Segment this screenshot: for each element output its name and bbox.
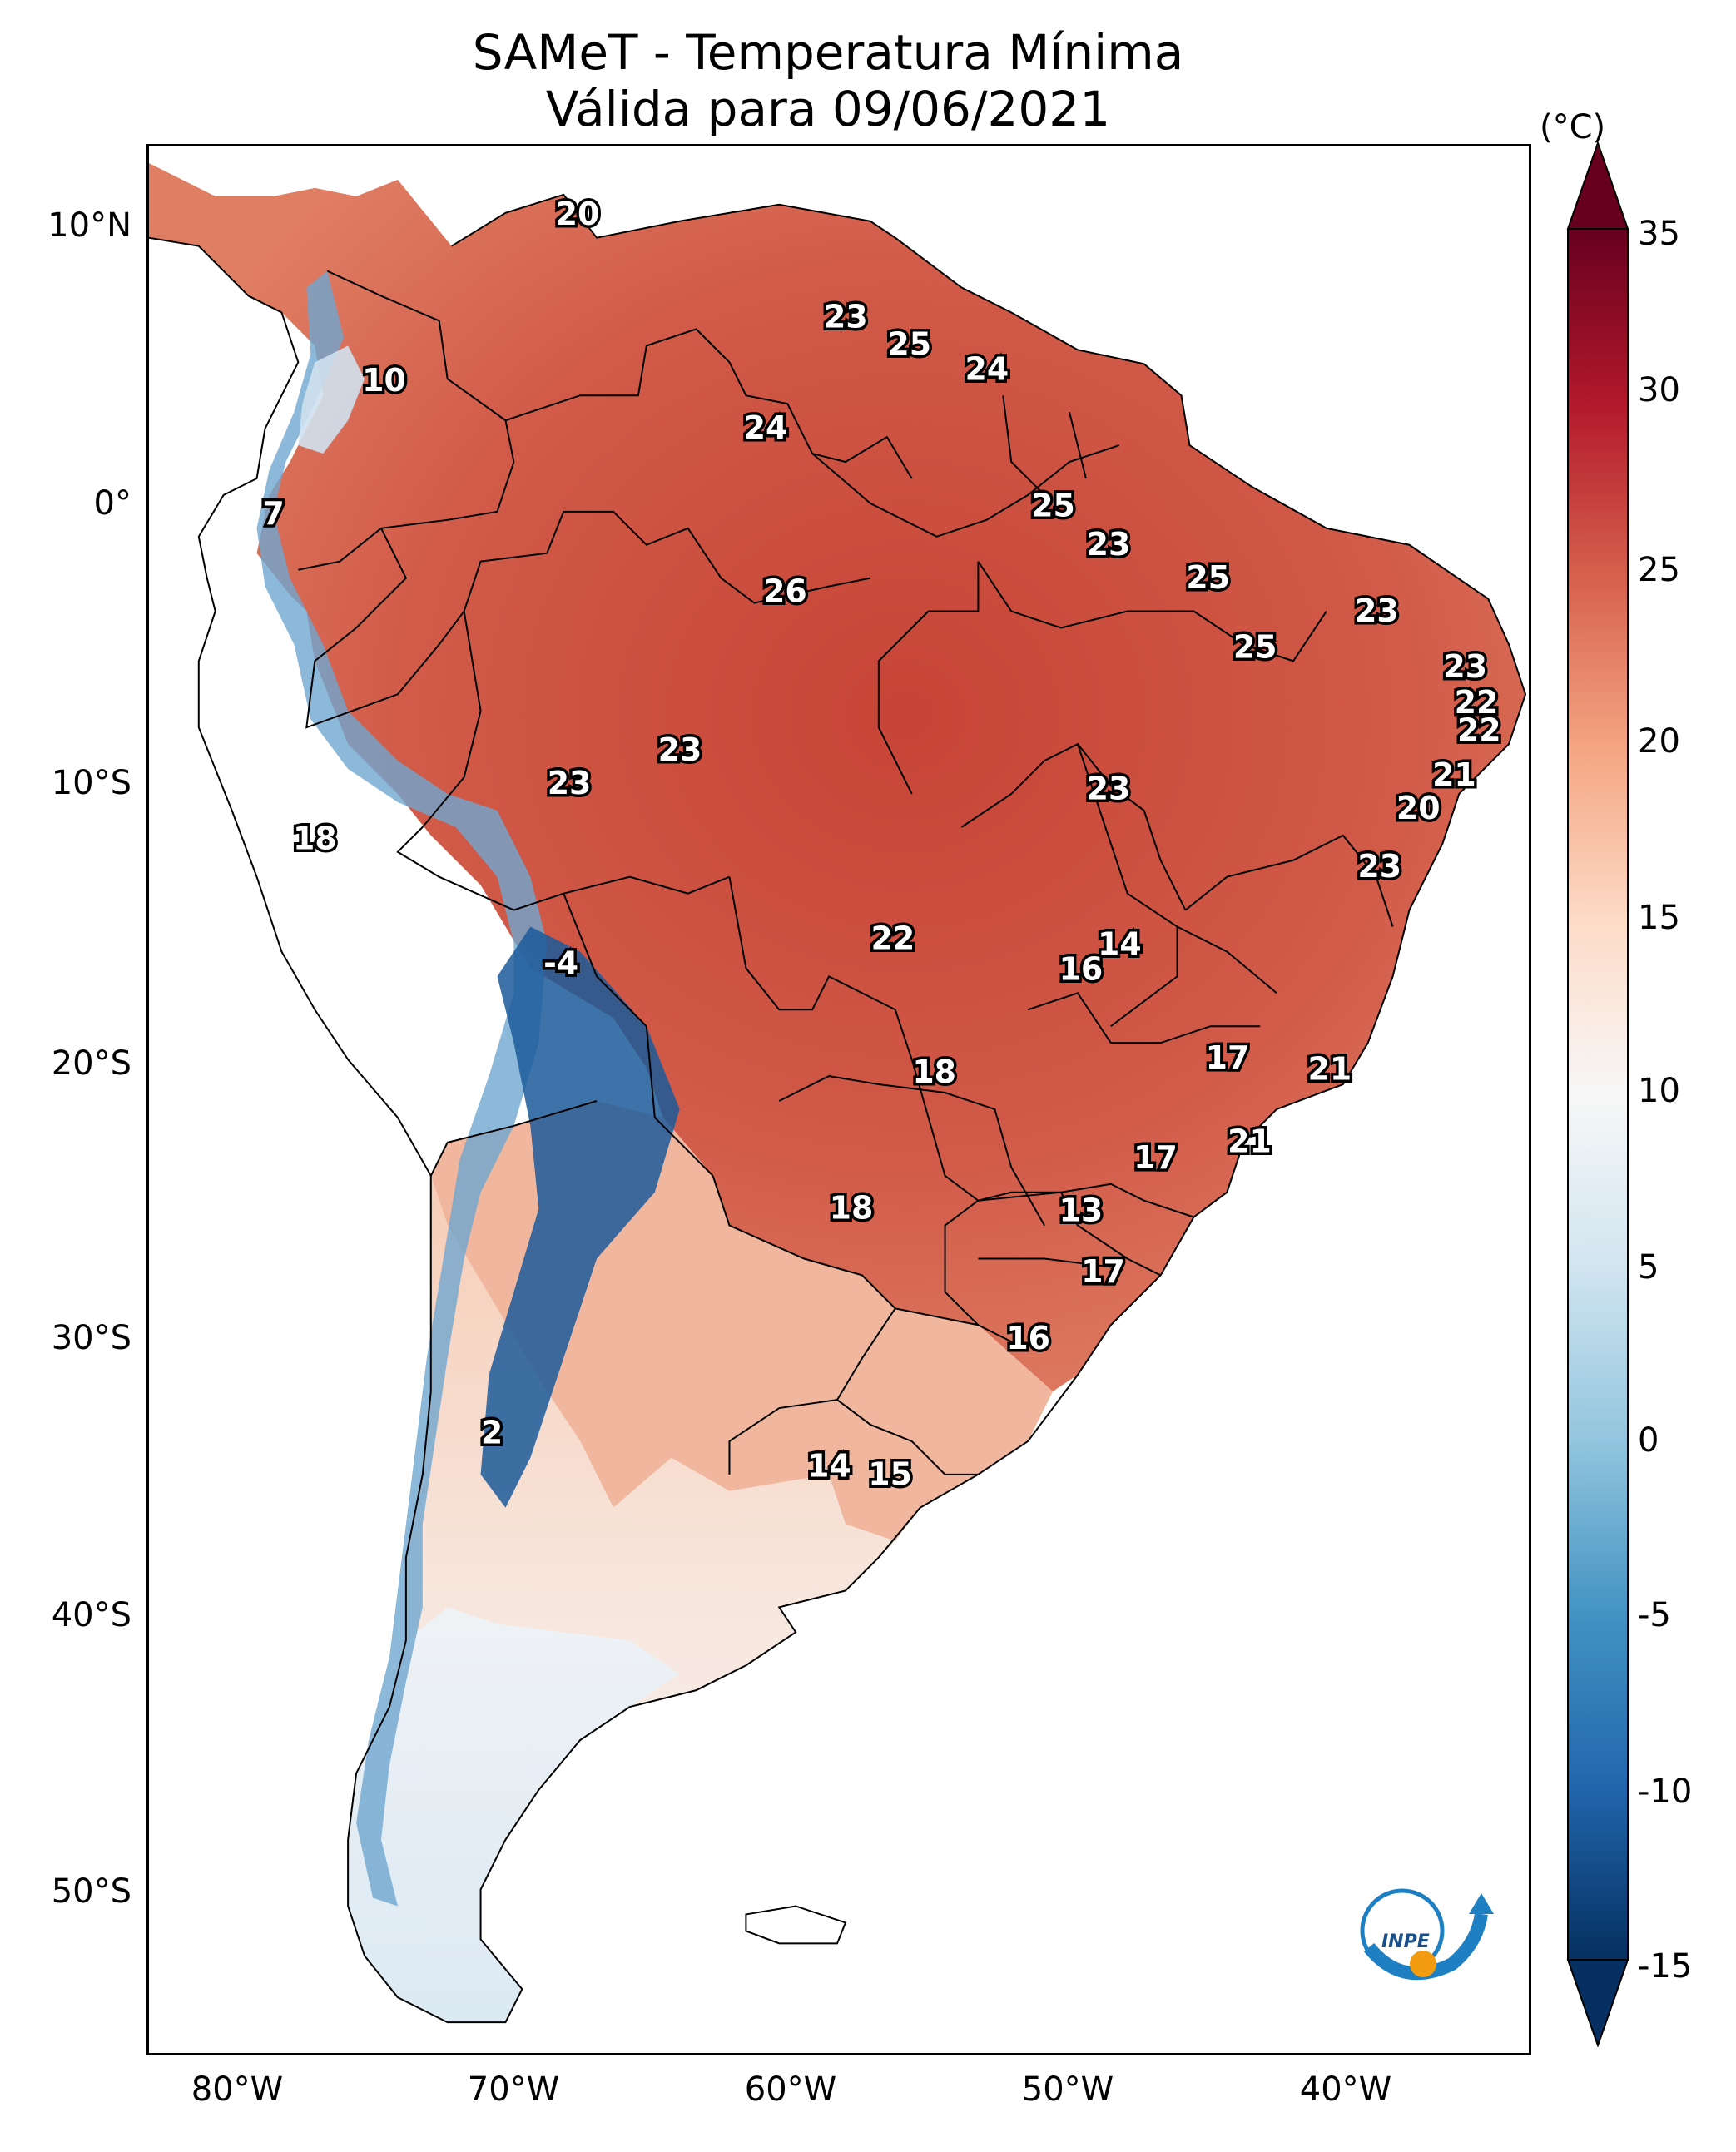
point-value-label: 21 <box>1432 756 1476 793</box>
colorbar-tick-neg15: -15 <box>1638 1947 1693 1986</box>
continent-north <box>149 162 1526 1392</box>
lat-label-50s: 50°S <box>51 1872 131 1911</box>
point-value-label: 20 <box>556 196 600 232</box>
colorbar-tick-0: 0 <box>1638 1421 1659 1460</box>
point-value-label: 22 <box>1455 684 1499 721</box>
colorbar-tick-25: 25 <box>1638 551 1680 589</box>
point-value-label: 17 <box>1133 1139 1178 1176</box>
point-value-label: 16 <box>1006 1320 1050 1356</box>
point-value-label: 25 <box>1031 487 1075 523</box>
point-value-label: 26 <box>763 573 807 610</box>
chart-title: SAMeT - Temperatura Mínima <box>472 24 1184 81</box>
lat-label-0: 0° <box>93 484 131 523</box>
chart-subtitle: Válida para 09/06/2021 <box>545 81 1111 137</box>
point-value-label: 25 <box>1233 628 1277 665</box>
point-value-label: 7 <box>262 495 284 532</box>
lat-label-10n: 10°N <box>47 206 131 245</box>
point-value-label: 24 <box>965 351 1009 388</box>
point-value-label: 23 <box>658 731 702 768</box>
altiplano-cold-core <box>480 926 680 1508</box>
point-value-label: 24 <box>744 409 788 446</box>
colorbar-tick-neg5: -5 <box>1638 1596 1671 1634</box>
point-value-label: 2 <box>481 1415 503 1451</box>
colorbar-tick-30: 30 <box>1638 371 1680 409</box>
colorbar-tick-15: 15 <box>1638 899 1680 937</box>
inpe-logo: INPE <box>1360 1888 1494 1981</box>
point-value-label: 13 <box>1059 1193 1104 1229</box>
lon-label-50w: 50°W <box>1021 2070 1114 2109</box>
point-value-label: 23 <box>1355 593 1399 629</box>
falkland-islands <box>745 1905 847 1945</box>
colorbar-tick-10: 10 <box>1638 1072 1680 1110</box>
point-value-label: 23 <box>548 765 592 801</box>
colorbar-body <box>1567 228 1629 1961</box>
lat-label-40s: 40°S <box>51 1596 131 1634</box>
colorbar-unit: (°C) <box>1540 108 1606 146</box>
colorbar-tick-35: 35 <box>1638 215 1680 253</box>
lon-label-80w: 80°W <box>191 2070 284 2109</box>
colorbar-tick-20: 20 <box>1638 722 1680 761</box>
point-value-label: 15 <box>868 1456 912 1493</box>
point-value-label: 23 <box>1443 648 1487 685</box>
colorbar-bottom-arrow <box>1566 1959 1629 2047</box>
point-value-label: 18 <box>293 821 337 857</box>
lon-label-70w: 70°W <box>467 2070 560 2109</box>
point-value-label: 23 <box>824 298 868 335</box>
colorbar-tick-5: 5 <box>1638 1248 1659 1287</box>
colombia-cold-patch <box>298 345 365 454</box>
continent-patagonia <box>348 1607 680 2023</box>
colorbar-tick-neg10: -10 <box>1638 1773 1693 1811</box>
point-value-label: 17 <box>1081 1253 1125 1290</box>
point-value-label: 23 <box>1357 848 1401 885</box>
point-value-label: 23 <box>1087 526 1131 563</box>
point-value-label: 25 <box>887 326 931 363</box>
point-value-label: 18 <box>912 1054 956 1090</box>
point-value-label: 16 <box>1059 950 1104 987</box>
point-value-label: 25 <box>1186 559 1230 596</box>
colorbar <box>1566 141 1629 2047</box>
point-value-label: 21 <box>1228 1123 1272 1159</box>
colorbar-top-arrow <box>1566 141 1629 230</box>
lon-label-40w: 40°W <box>1299 2070 1392 2109</box>
point-value-label: -4 <box>543 945 578 982</box>
point-value-label: 14 <box>1098 925 1142 962</box>
point-value-label: 22 <box>1457 712 1501 748</box>
point-value-label: 17 <box>1206 1039 1250 1076</box>
lon-label-60w: 60°W <box>744 2070 837 2109</box>
point-value-label: 20 <box>1396 790 1441 826</box>
lat-label-20s: 20°S <box>51 1044 131 1083</box>
map-area: 20 10 7 23 25 24 24 25 23 26 25 23 25 23 22 22 21 20 23 23 2… <box>146 144 1531 2055</box>
svg-text:INPE: INPE <box>1381 1931 1430 1952</box>
point-value-label: 23 <box>1087 770 1131 806</box>
point-value-label: 22 <box>871 920 915 957</box>
point-value-label: 18 <box>830 1189 874 1226</box>
point-value-label: 10 <box>362 362 406 399</box>
lat-label-10s: 10°S <box>51 764 131 802</box>
point-value-label: 14 <box>807 1448 851 1485</box>
lat-label-30s: 30°S <box>51 1319 131 1357</box>
country-borders <box>149 193 1527 2024</box>
andes-cold-band <box>256 270 548 1907</box>
point-value-label: 21 <box>1308 1050 1352 1087</box>
